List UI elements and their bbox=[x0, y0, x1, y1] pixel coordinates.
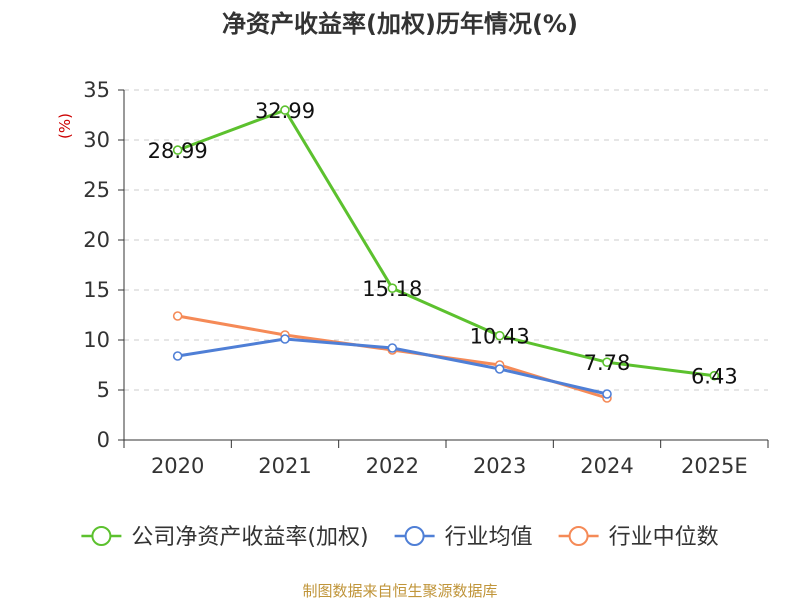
legend-marker bbox=[404, 526, 425, 546]
x-axis-ticks: 2020 2021 2022 2023 2024 2025E bbox=[123, 440, 769, 478]
legend-item: 公司净资产收益率(加权) bbox=[81, 525, 369, 550]
legend-label: 行业中位数 bbox=[609, 525, 719, 550]
x-tick-label: 2021 bbox=[258, 454, 311, 478]
data-point bbox=[602, 357, 612, 368]
data-point bbox=[494, 364, 505, 374]
chart-title: 净资产收益率(加权)历年情况(%) bbox=[222, 10, 578, 38]
x-tick-label: 2020 bbox=[151, 454, 204, 478]
data-point bbox=[172, 351, 183, 361]
legend-item: 行业中位数 bbox=[558, 525, 719, 550]
series-group bbox=[172, 105, 720, 403]
y-tick-label: 0 bbox=[97, 428, 110, 452]
data-point bbox=[280, 334, 290, 344]
x-tick-label: 2024 bbox=[580, 454, 633, 478]
series-1 bbox=[172, 334, 612, 399]
data-label: 7.78 bbox=[584, 351, 631, 375]
source-note: 制图数据来自恒生聚源数据库 bbox=[302, 582, 497, 600]
legend-marker bbox=[568, 526, 589, 546]
x-tick-label: 2025E bbox=[681, 454, 748, 478]
data-label: 32.99 bbox=[255, 99, 315, 123]
data-point bbox=[172, 311, 183, 321]
legend-marker bbox=[91, 526, 112, 546]
series-line bbox=[176, 108, 716, 378]
data-point bbox=[494, 330, 505, 341]
series-2 bbox=[172, 311, 612, 403]
y-axis-ticks: 0 5 10 15 20 25 30 35 bbox=[83, 78, 124, 452]
data-point bbox=[387, 343, 398, 353]
series-line bbox=[176, 314, 609, 400]
y-tick-label: 10 bbox=[83, 328, 110, 352]
data-point bbox=[709, 370, 720, 381]
data-label: 15.18 bbox=[362, 277, 422, 301]
y-axis-label: (%) bbox=[56, 113, 74, 139]
y-tick-label: 15 bbox=[83, 278, 110, 302]
data-point bbox=[172, 145, 183, 155]
legend-label: 行业均值 bbox=[445, 525, 533, 550]
data-labels: 28.99 32.99 15.18 10.43 7.78 6.43 bbox=[148, 99, 738, 389]
data-label: 6.43 bbox=[691, 365, 738, 389]
gridlines bbox=[124, 89, 768, 391]
data-point bbox=[387, 283, 398, 294]
legend: 公司净资产收益率(加权) 行业均值 行业中位数 bbox=[81, 525, 719, 550]
y-tick-label: 20 bbox=[83, 228, 110, 252]
legend-label: 公司净资产收益率(加权) bbox=[131, 525, 368, 550]
data-label: 10.43 bbox=[470, 325, 530, 349]
data-point bbox=[602, 389, 612, 399]
series-0 bbox=[172, 105, 720, 381]
y-tick-label: 5 bbox=[97, 378, 110, 402]
data-label: 28.99 bbox=[148, 139, 208, 163]
y-tick-label: 35 bbox=[83, 78, 110, 102]
x-tick-label: 2023 bbox=[473, 454, 526, 478]
y-tick-label: 30 bbox=[83, 128, 110, 152]
axes bbox=[123, 90, 768, 441]
x-tick-label: 2022 bbox=[366, 454, 419, 478]
data-point bbox=[280, 105, 290, 115]
legend-item: 行业均值 bbox=[394, 525, 533, 550]
y-tick-label: 25 bbox=[83, 178, 110, 202]
